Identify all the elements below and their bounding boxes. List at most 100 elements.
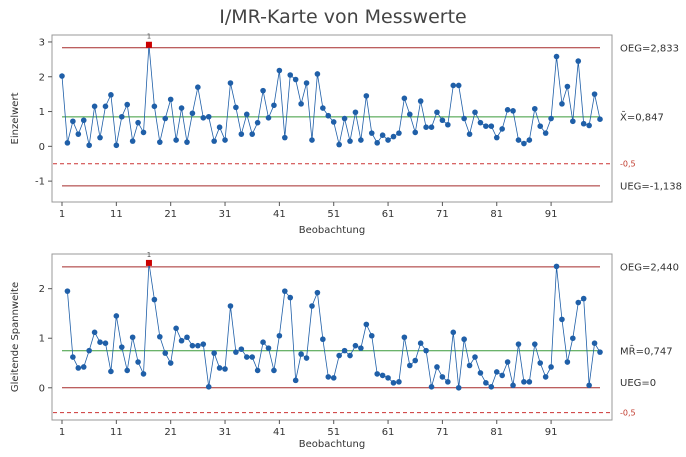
data-point bbox=[70, 354, 76, 360]
data-point bbox=[455, 384, 462, 391]
data-point bbox=[189, 110, 196, 117]
data-point bbox=[303, 355, 310, 361]
spec-label: -0,5 bbox=[620, 409, 636, 418]
data-point bbox=[575, 299, 582, 306]
data-point bbox=[64, 140, 71, 146]
data-point bbox=[330, 119, 337, 125]
data-point bbox=[586, 122, 592, 129]
data-point bbox=[118, 113, 125, 120]
data-point bbox=[586, 382, 592, 389]
data-point bbox=[499, 372, 505, 379]
data-point bbox=[320, 105, 326, 111]
data-point bbox=[157, 139, 163, 145]
data-point bbox=[396, 130, 402, 136]
data-point bbox=[200, 341, 207, 347]
data-point bbox=[135, 119, 141, 126]
data-point bbox=[309, 137, 315, 143]
y-axis-label: Gleitende Spannweite bbox=[10, 282, 21, 392]
data-point bbox=[597, 349, 603, 355]
data-point bbox=[445, 121, 451, 128]
chart-title: I/MR-Karte von Messwerte bbox=[219, 6, 467, 28]
data-point bbox=[276, 67, 283, 74]
data-point bbox=[292, 76, 299, 83]
data-point bbox=[298, 351, 304, 357]
x-tick-label: 1 bbox=[59, 209, 65, 220]
data-point bbox=[216, 124, 223, 130]
data-point bbox=[162, 350, 169, 356]
data-point bbox=[521, 140, 527, 147]
ucl-label: OEG=2,833 bbox=[620, 43, 679, 54]
data-point bbox=[151, 103, 158, 110]
lcl-label: UEG=0 bbox=[620, 378, 656, 389]
ucl-label: OEG=2,440 bbox=[620, 262, 679, 273]
data-point bbox=[200, 115, 207, 121]
data-point bbox=[493, 369, 500, 375]
data-point bbox=[390, 133, 397, 140]
data-point bbox=[124, 101, 131, 108]
data-point bbox=[325, 112, 332, 119]
data-point bbox=[406, 362, 413, 369]
data-point bbox=[336, 352, 342, 359]
data-point bbox=[135, 359, 141, 365]
x-tick-label: 51 bbox=[327, 427, 340, 438]
x-axis-label: Beobachtung bbox=[299, 439, 365, 450]
flagged-data-point bbox=[145, 41, 152, 48]
data-point bbox=[162, 115, 169, 122]
y-axis-label: Einzelwert bbox=[10, 92, 21, 144]
data-point bbox=[483, 380, 489, 386]
data-point bbox=[591, 340, 598, 346]
data-point bbox=[151, 296, 158, 303]
data-point bbox=[564, 83, 571, 90]
data-point bbox=[124, 367, 131, 374]
data-point bbox=[265, 115, 272, 121]
x-tick-label: 31 bbox=[219, 427, 232, 438]
data-point bbox=[75, 131, 82, 137]
data-point bbox=[113, 313, 120, 319]
data-point bbox=[129, 334, 136, 341]
lcl-label: UEG=-1,138 bbox=[620, 181, 682, 192]
data-point bbox=[227, 80, 234, 86]
y-tick-label: -1 bbox=[35, 177, 45, 188]
data-point bbox=[254, 119, 261, 126]
data-point bbox=[488, 384, 495, 390]
data-point bbox=[282, 288, 288, 294]
data-point bbox=[325, 374, 332, 380]
data-point bbox=[211, 138, 217, 144]
data-point bbox=[341, 347, 348, 354]
data-point bbox=[417, 98, 424, 104]
x-tick-label: 71 bbox=[436, 427, 449, 438]
x-tick-label: 31 bbox=[219, 209, 232, 220]
y-tick-label: 1 bbox=[39, 107, 45, 118]
data-point bbox=[412, 357, 419, 364]
data-point bbox=[477, 370, 484, 376]
data-point bbox=[205, 113, 212, 120]
data-point bbox=[597, 116, 603, 122]
y-tick-label: 2 bbox=[39, 284, 45, 295]
data-point bbox=[341, 115, 348, 122]
data-point bbox=[542, 130, 549, 136]
data-point bbox=[195, 84, 201, 90]
y-tick-label: 0 bbox=[39, 383, 45, 394]
data-point bbox=[298, 101, 304, 107]
data-point bbox=[493, 134, 500, 141]
data-point bbox=[553, 263, 560, 270]
data-point bbox=[515, 137, 522, 143]
data-point bbox=[526, 137, 533, 143]
data-point bbox=[428, 124, 435, 130]
data-point bbox=[374, 140, 380, 146]
data-point bbox=[591, 91, 598, 97]
data-point bbox=[374, 371, 380, 377]
data-point bbox=[379, 132, 386, 138]
data-point bbox=[271, 367, 277, 374]
x-tick-label: 81 bbox=[490, 427, 503, 438]
data-point bbox=[352, 109, 359, 116]
data-point bbox=[423, 347, 429, 354]
data-point bbox=[368, 332, 375, 339]
flagged-data-point bbox=[145, 259, 152, 266]
data-point bbox=[287, 294, 294, 301]
data-point bbox=[461, 336, 467, 343]
data-point bbox=[368, 130, 375, 136]
data-point bbox=[466, 131, 473, 137]
data-point bbox=[401, 95, 408, 102]
